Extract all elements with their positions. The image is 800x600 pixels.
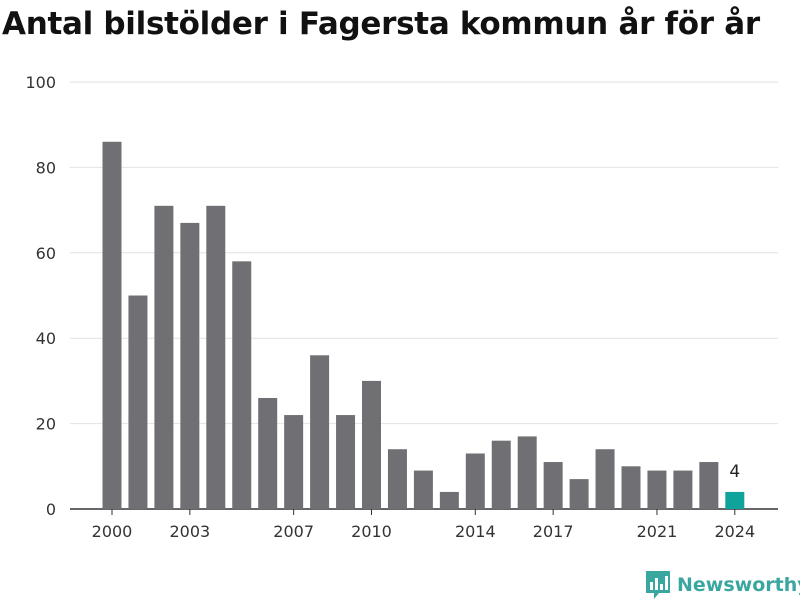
bar: [569, 479, 589, 509]
bar-highlight: [725, 491, 745, 509]
x-tick-label: 2017: [533, 522, 574, 541]
bar: [621, 466, 641, 509]
bar: [673, 470, 693, 509]
bar: [647, 470, 667, 509]
brand-logo: Newsworthy: [645, 570, 800, 600]
y-tick-label: 80: [36, 158, 56, 177]
bar: [465, 453, 485, 509]
chart-title: Antal bilstölder i Fagersta kommun år fö…: [2, 6, 760, 42]
bar: [336, 415, 356, 509]
bar: [517, 436, 537, 509]
bar: [310, 355, 330, 509]
y-tick-label: 60: [36, 244, 56, 263]
bar: [699, 462, 719, 509]
brand-name: Newsworthy: [677, 574, 800, 596]
bar: [154, 205, 174, 509]
x-tick-label: 2000: [92, 522, 133, 541]
bar: [543, 462, 563, 509]
bar: [362, 380, 381, 509]
bar: [413, 470, 433, 509]
x-tick-label: 2021: [637, 522, 678, 541]
x-tick-label: 2014: [455, 522, 496, 541]
y-tick-label: 20: [36, 415, 56, 434]
annotations: 4: [729, 462, 740, 482]
bar: [232, 261, 252, 509]
gridlines: [70, 81, 778, 510]
bar: [102, 141, 122, 509]
y-tick-label: 0: [46, 500, 56, 519]
bar: [387, 449, 407, 509]
bar: [491, 440, 511, 509]
x-tick-label: 2024: [714, 522, 755, 541]
data-label: 4: [729, 462, 740, 482]
newsworthy-icon: [646, 571, 670, 599]
bar: [258, 397, 278, 509]
x-tick-label: 2007: [273, 522, 314, 541]
bar: [180, 222, 200, 509]
bar: [595, 449, 615, 509]
y-axis-labels: 0 20 40 60 80 100: [25, 73, 56, 519]
x-axis-labels: 2000 2003 2007 2010 2014 2017 2021 2024: [92, 509, 755, 541]
bar: [284, 415, 304, 509]
x-tick-label: 2003: [169, 522, 210, 541]
bars: [102, 141, 745, 509]
y-tick-label: 40: [36, 329, 56, 348]
bar: [206, 205, 226, 509]
y-tick-label: 100: [25, 73, 56, 92]
bar: [439, 491, 459, 509]
x-tick-label: 2010: [351, 522, 392, 541]
bar: [128, 295, 148, 509]
